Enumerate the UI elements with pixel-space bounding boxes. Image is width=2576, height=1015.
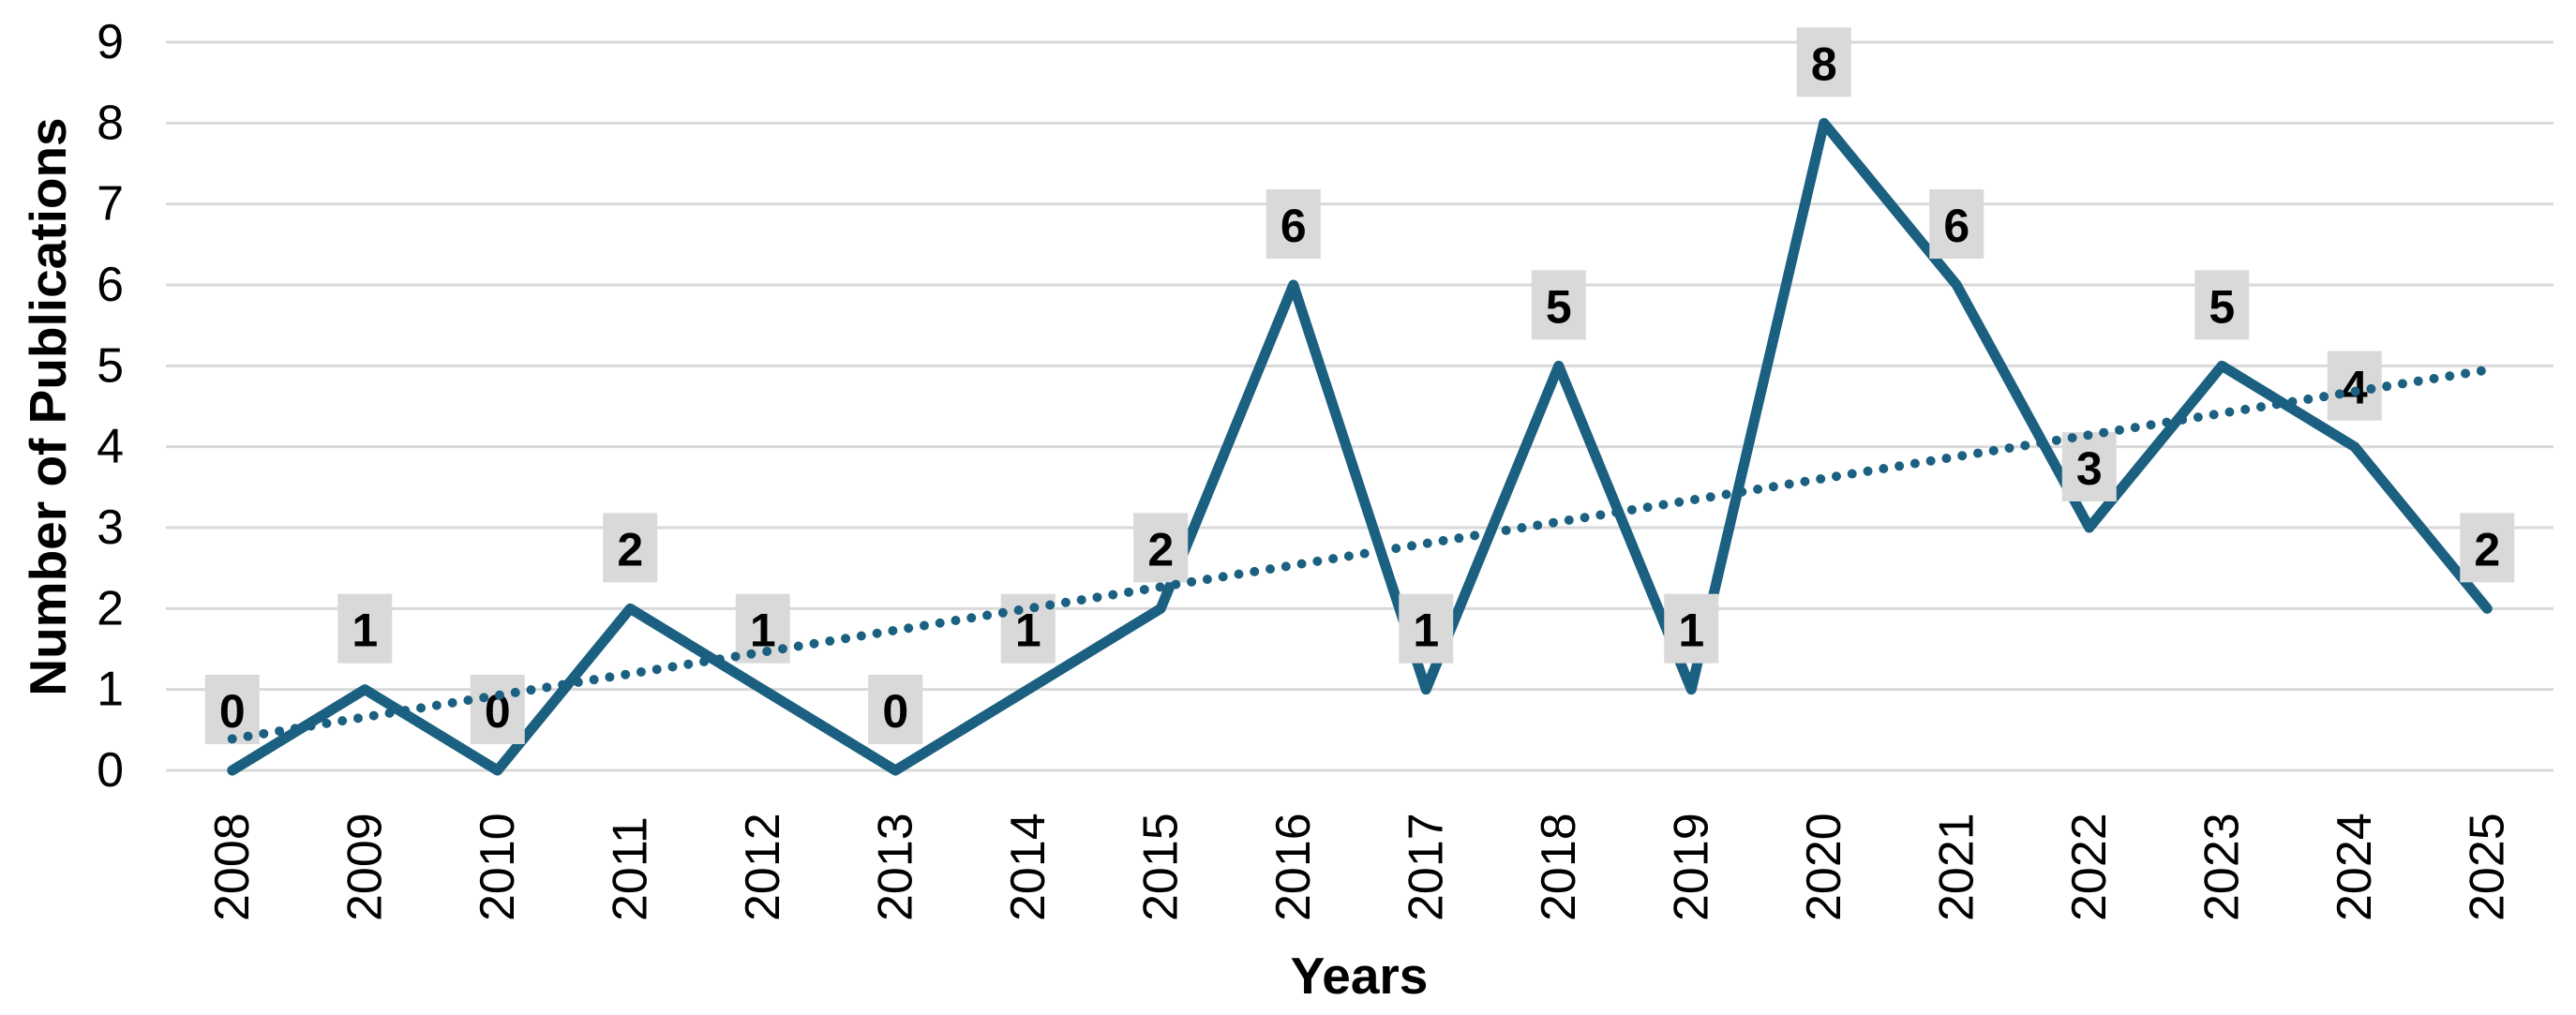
y-tick-label: 4 [97,420,124,474]
data-label: 2 [603,513,658,583]
data-label-background [1531,270,1586,340]
data-label: 1 [1399,593,1454,664]
x-tick-label: 2013 [868,813,922,921]
x-tick-label: 2014 [1001,813,1056,921]
x-tick-label: 2010 [471,813,525,921]
x-tick-label: 2020 [1797,813,1851,921]
x-tick-label: 2019 [1664,813,1718,921]
data-label-background [2061,432,2117,502]
data-label-value: 2 [2474,523,2500,575]
x-tick-label: 2022 [2062,813,2117,921]
x-tick-label: 2015 [1133,813,1188,921]
data-label-value: 0 [219,685,246,738]
data-label: 0 [470,675,525,744]
data-label: 2 [1133,513,1189,583]
data-label-value: 1 [750,605,776,657]
x-tick-label: 2018 [1532,813,1586,921]
y-tick-label: 6 [97,258,124,312]
data-label: 0 [204,675,260,744]
y-axis-title: Number of Publications [19,117,77,695]
data-label-background [1133,513,1189,583]
x-tick-label: 2024 [2328,813,2382,921]
x-tick-label: 2016 [1266,813,1321,921]
data-label: 3 [2061,432,2117,502]
data-label-value: 2 [617,523,643,575]
data-label-background [337,593,393,664]
x-tick-label: 2023 [2194,813,2249,921]
x-tick-label: 2025 [2460,813,2514,921]
data-label: 2 [2460,513,2515,583]
data-label: 0 [868,675,923,744]
data-label-value: 0 [882,685,908,738]
y-tick-label: 0 [97,743,124,798]
data-label-background [1796,27,1851,97]
data-label: 5 [2194,270,2250,340]
data-label-background [1399,593,1454,664]
data-label: 1 [1664,593,1719,664]
data-label-background [868,675,923,744]
x-axis-tick-labels: 2008 2009 2010 2011 2012 2013 2014 2015 2016 2017… [205,813,2515,921]
data-label-background [1929,189,1984,260]
data-label-background [470,675,525,744]
y-tick-label: 1 [97,663,124,717]
data-label-value: 1 [1678,605,1704,657]
data-label-value: 3 [2076,442,2103,495]
x-tick-label: 2011 [603,816,657,921]
data-label-value: 8 [1811,37,1837,90]
x-tick-label: 2017 [1399,813,1453,921]
x-tick-label: 2012 [736,813,790,921]
x-axis-title: Years [1291,947,1429,1005]
x-tick-label: 2008 [205,813,260,921]
data-label: 6 [1929,189,1984,260]
data-label-background [2194,270,2250,340]
data-label-value: 1 [1413,605,1439,657]
y-tick-label: 5 [97,338,124,393]
y-tick-label: 3 [97,500,124,555]
data-label: 8 [1796,27,1851,97]
y-tick-label: 2 [97,581,124,635]
data-label-value: 5 [2209,280,2235,333]
data-label-background [1664,593,1719,664]
data-label-value: 2 [1147,523,1174,575]
data-label-value: 6 [1281,200,1307,252]
data-label-background [2460,513,2515,583]
x-tick-label: 2009 [337,813,392,921]
y-axis-tick-labels: 0 1 2 3 4 5 6 7 8 9 [97,15,124,798]
data-label: 6 [1266,189,1321,260]
data-label-background [603,513,658,583]
gridlines [166,40,2554,772]
y-tick-label: 7 [97,177,124,231]
data-label: 5 [1531,270,1586,340]
data-label-value: 6 [1943,200,1969,252]
x-tick-label: 2021 [1929,813,1984,921]
y-tick-label: 9 [97,15,124,69]
data-label-value: 5 [1546,280,1572,333]
data-label: 1 [337,593,393,664]
data-label-background [1266,189,1321,260]
data-label-value: 1 [352,605,378,657]
linear-trendline [227,365,2493,744]
y-tick-label: 8 [97,96,124,150]
